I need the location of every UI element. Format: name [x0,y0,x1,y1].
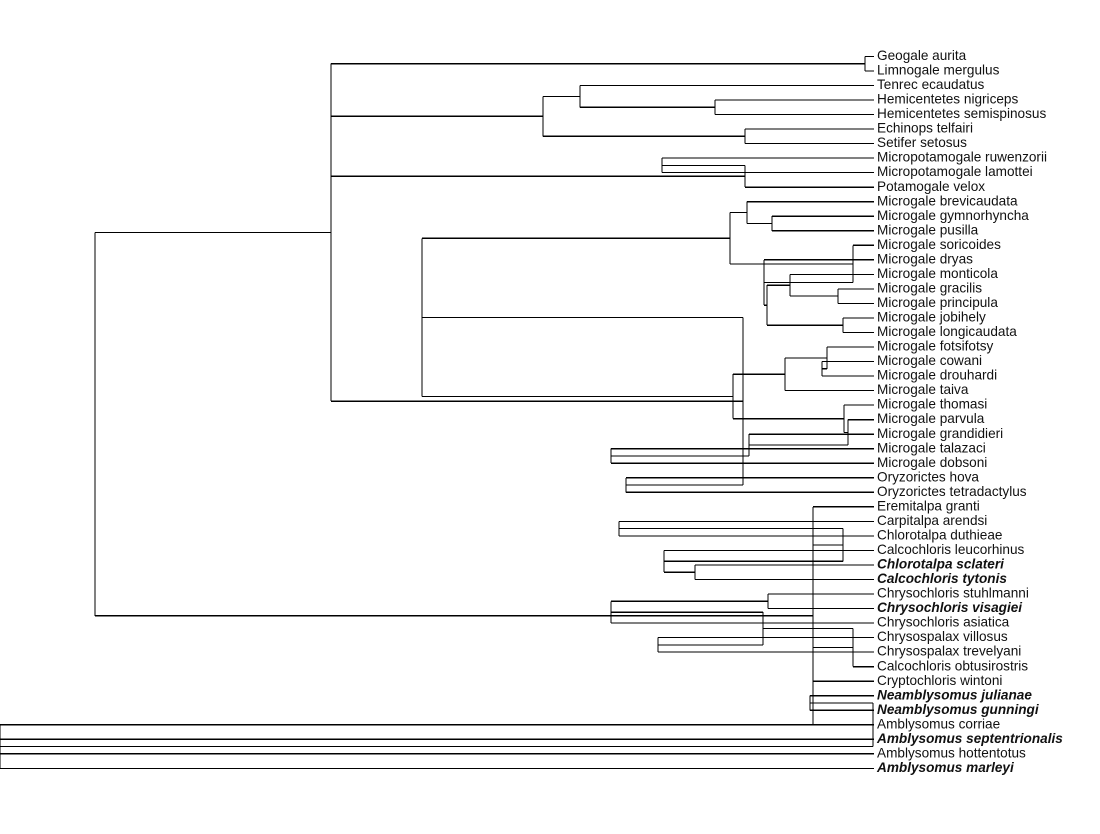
taxon-label: Microgale monticola [877,266,998,281]
taxon-label: Microgale grandidieri [877,426,1003,441]
taxon-label: Microgale taiva [877,382,969,397]
taxon-label: Chrysospalax villosus [877,629,1008,644]
taxon-label: Calcochloris tytonis [877,571,1007,586]
taxon-label: Oryzorictes hova [877,469,979,484]
taxon-label: Tenrec ecaudatus [877,77,985,92]
taxon-label: Microgale dobsoni [877,455,987,470]
taxon-label: Eremitalpa granti [877,498,980,513]
taxon-label: Echinops telfairi [877,121,973,136]
taxon-label: Chlorotalpa duthieae [877,527,1002,542]
taxon-label: Microgale longicaudata [877,324,1017,339]
taxon-label: Amblysomus corriae [877,716,1000,731]
taxon-label: Hemicentetes nigriceps [877,92,1018,107]
taxon-label: Microgale dryas [877,251,973,266]
taxon-label: Cryptochloris wintoni [877,673,1002,688]
taxon-label: Microgale thomasi [877,397,987,412]
taxon-label: Microgale gracilis [877,280,982,295]
taxon-label: Chlorotalpa sclateri [877,557,1005,572]
taxon-label: Amblysomus hottentotus [877,745,1026,760]
taxon-label: Chrysochloris visagiei [877,600,1023,615]
taxon-label: Setifer setosus [877,135,967,150]
taxon-label: Chrysochloris asiatica [877,615,1010,630]
taxon-label: Amblysomus marleyi [876,760,1015,775]
taxon-label: Micropotamogale ruwenzorii [877,150,1047,165]
taxon-label: Geogale aurita [877,48,967,63]
taxon-label: Microgale jobihely [877,310,986,325]
taxon-label: Neamblysomus julianae [877,687,1032,702]
taxon-label: Amblysomus septentrionalis [876,731,1063,746]
taxon-label: Calcochloris leucorhinus [877,542,1025,557]
taxon-label: Neamblysomus gunningi [877,702,1040,717]
taxon-label: Carpitalpa arendsi [877,513,987,528]
taxon-label: Limnogale mergulus [877,63,1000,78]
taxon-label: Microgale parvula [877,411,985,426]
taxon-label: Microgale drouhardi [877,368,997,383]
taxon-label: Microgale principula [877,295,998,310]
taxon-label: Microgale pusilla [877,222,979,237]
taxon-label: Potamogale velox [877,179,985,194]
taxon-label: Microgale gymnorhyncha [877,208,1029,223]
taxon-label: Microgale soricoides [877,237,1001,252]
taxon-label: Oryzorictes tetradactylus [877,484,1027,499]
taxon-label: Chrysospalax trevelyani [877,644,1021,659]
tree-branches [0,55,874,769]
taxon-label: Hemicentetes semispinosus [877,106,1046,121]
taxon-label: Micropotamogale lamottei [877,164,1033,179]
taxon-label: Microgale fotsifotsy [877,339,994,354]
taxon-label: Microgale brevicaudata [877,193,1018,208]
taxon-label: Microgale cowani [877,353,982,368]
taxon-label: Calcochloris obtusirostris [877,658,1028,673]
taxon-label: Chrysochloris stuhlmanni [877,586,1029,601]
taxon-label: Microgale talazaci [877,440,986,455]
